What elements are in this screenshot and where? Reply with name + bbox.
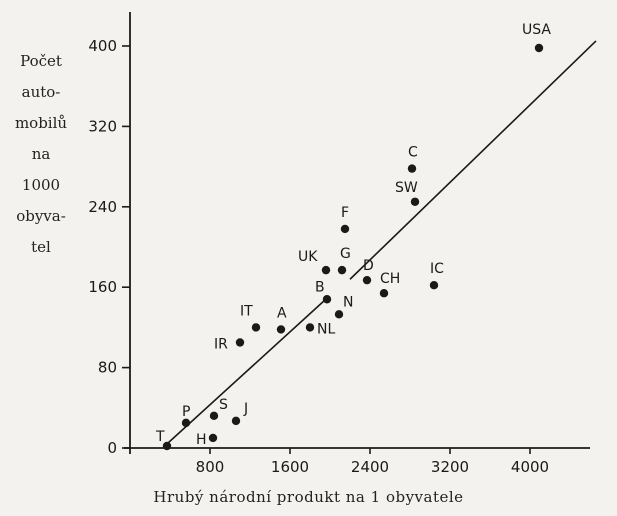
data-point-label: H bbox=[196, 432, 207, 448]
data-point bbox=[534, 43, 544, 53]
trend-line-group bbox=[167, 40, 597, 444]
x-tick-label: 2400 bbox=[351, 458, 389, 476]
data-point-label: N bbox=[343, 294, 353, 310]
data-point bbox=[337, 265, 347, 275]
data-point bbox=[251, 323, 261, 332]
y-axis-label-line: mobilů bbox=[14, 114, 68, 132]
data-point bbox=[235, 338, 245, 347]
y-tick-label: 320 bbox=[88, 117, 117, 135]
y-axis-label-line: 1000 bbox=[21, 176, 61, 194]
y-tick-label: 240 bbox=[88, 198, 117, 216]
data-point bbox=[407, 164, 417, 173]
data-point bbox=[410, 197, 420, 206]
data-point bbox=[340, 224, 350, 234]
data-points: T P S H J IR IT A NL B UK N G F D CH C SW IC USA bbox=[155, 22, 551, 451]
data-point-label: IT bbox=[240, 303, 253, 319]
data-point-label: G bbox=[340, 246, 351, 262]
y-axis-label-line: Počet bbox=[20, 52, 62, 70]
data-point bbox=[334, 310, 344, 319]
data-point-label: T bbox=[155, 429, 165, 445]
data-point-label: S bbox=[219, 397, 228, 413]
y-tick-label: 0 bbox=[107, 439, 117, 457]
data-point bbox=[379, 289, 389, 298]
data-point-label: C bbox=[408, 145, 418, 161]
data-point bbox=[276, 325, 286, 334]
data-point bbox=[429, 280, 439, 290]
data-point-label: A bbox=[277, 305, 287, 321]
y-tick-label: 160 bbox=[88, 278, 117, 296]
data-point-label: B bbox=[315, 279, 325, 295]
y-axis-label: Počet auto- mobilů na 1000 obyva- tel bbox=[6, 46, 76, 263]
data-point-label: IR bbox=[214, 336, 228, 352]
data-point bbox=[209, 411, 219, 421]
x-tick-label: 1600 bbox=[271, 458, 309, 476]
trend-line-lower bbox=[167, 296, 329, 444]
data-point-label: NL bbox=[317, 321, 335, 337]
data-point-label: USA bbox=[522, 22, 551, 38]
data-point-label: F bbox=[341, 205, 349, 221]
axes: 0 80 160 240 320 400 800 1600 2400 3200 4000 bbox=[88, 12, 590, 476]
data-point-label: SW bbox=[395, 180, 418, 196]
data-point-label: CH bbox=[380, 271, 400, 287]
data-point bbox=[208, 433, 218, 443]
x-axis-label: Hrubý národní produkt na 1 obyvatele bbox=[153, 488, 464, 506]
data-point bbox=[305, 323, 315, 332]
data-point-label: D bbox=[363, 258, 374, 274]
y-axis-label-line: obyva- bbox=[16, 207, 66, 225]
y-tick-label: 400 bbox=[88, 37, 117, 55]
data-point-label: UK bbox=[298, 249, 318, 265]
data-point-label: J bbox=[243, 401, 248, 417]
y-axis-label-line: auto- bbox=[21, 83, 61, 101]
data-point bbox=[322, 295, 332, 304]
data-point bbox=[321, 265, 331, 275]
data-point bbox=[162, 441, 172, 451]
data-point bbox=[362, 275, 372, 285]
data-point-label: P bbox=[182, 404, 190, 420]
y-tick-label: 80 bbox=[98, 359, 117, 377]
x-tick-label: 800 bbox=[196, 458, 225, 476]
y-axis-label-line: na bbox=[31, 145, 51, 163]
trend-line-upper bbox=[349, 40, 597, 280]
y-axis-label-line: tel bbox=[31, 238, 51, 256]
data-point bbox=[231, 416, 241, 426]
data-point bbox=[181, 418, 191, 428]
x-tick-label: 4000 bbox=[511, 458, 549, 476]
data-point-label: IC bbox=[430, 261, 444, 277]
x-tick-label: 3200 bbox=[431, 458, 469, 476]
